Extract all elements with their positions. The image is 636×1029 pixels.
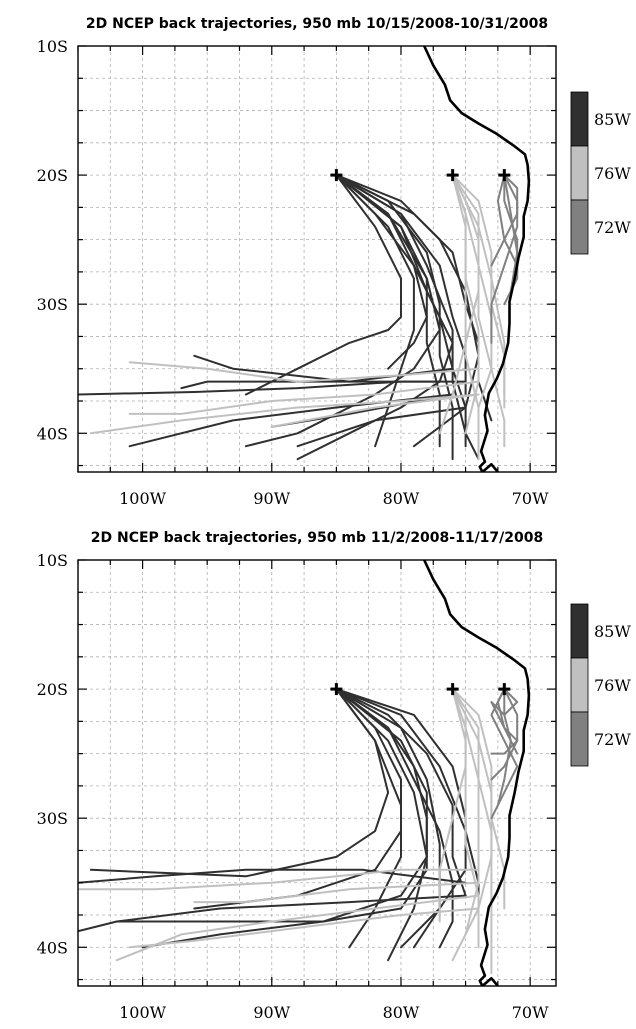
legend-label: 85W: [594, 622, 631, 641]
x-tick-label: 100W: [119, 489, 167, 508]
trajectory-line: [244, 174, 402, 396]
trajectory-line: [451, 174, 506, 409]
trajectory-line: [451, 688, 480, 949]
series-76W: [89, 174, 506, 461]
start-marker: [498, 683, 511, 696]
trajectory-group: [78, 174, 519, 461]
trajectory-line: [244, 174, 441, 448]
x-tick-label: 70W: [512, 489, 549, 508]
start-marker: [330, 169, 343, 182]
trajectory-line: [490, 174, 519, 344]
plot-frame: [77, 559, 557, 987]
y-tick-label: 10S: [37, 551, 68, 570]
x-tick-label: 100W: [119, 1003, 167, 1022]
trajectory-line: [496, 688, 512, 807]
trajectory-group: [78, 688, 519, 975]
trajectory-line: [78, 868, 480, 891]
trajectory-line: [270, 393, 480, 428]
y-tick-label: 10S: [37, 37, 68, 56]
chart-title: 2D NCEP back trajectories, 950 mb 10/15/…: [86, 16, 548, 32]
trajectory-line: [128, 907, 480, 949]
axis-ticks: [77, 559, 556, 986]
trajectory-line: [335, 688, 467, 897]
legend-label: 76W: [594, 676, 631, 695]
coastline: [423, 46, 531, 472]
legend-swatch: [570, 711, 589, 767]
trajectory-line: [451, 174, 480, 461]
trajectory-map-panel: 2D NCEP back trajectories, 950 mb 11/2/2…: [37, 530, 632, 1022]
plot-frame: [77, 45, 557, 473]
y-tick-label: 40S: [37, 938, 68, 957]
legend: 85W 76W 72W: [570, 603, 631, 767]
trajectory-line: [451, 688, 493, 962]
trajectory-line: [451, 688, 480, 936]
trajectory-line: [78, 894, 467, 933]
legend-swatch: [570, 603, 589, 659]
y-tick-label: 20S: [37, 166, 68, 185]
trajectory-line: [490, 688, 519, 755]
start-marker: [446, 169, 459, 182]
trajectory-line: [180, 380, 441, 390]
legend-label: 72W: [594, 218, 631, 237]
x-tick-label: 90W: [253, 1003, 290, 1022]
trajectory-line: [503, 174, 519, 293]
trajectory-line: [335, 688, 428, 962]
x-tick-label: 90W: [253, 489, 290, 508]
trajectory-line: [335, 688, 480, 936]
trajectory-line: [115, 894, 480, 962]
trajectory-line: [490, 688, 519, 755]
trajectory-line: [335, 174, 428, 370]
axis-ticks: [77, 45, 556, 472]
coastline: [423, 560, 531, 986]
legend-swatch: [570, 91, 589, 147]
start-marker: [446, 683, 459, 696]
trajectory-line: [335, 174, 454, 461]
y-tick-label: 30S: [37, 809, 68, 828]
trajectory-line: [335, 688, 441, 949]
x-tick-label: 80W: [383, 489, 420, 508]
legend-swatch: [570, 199, 589, 255]
trajectory-line: [296, 174, 454, 461]
trajectory-line: [193, 881, 480, 904]
trajectory-map-panel: 2D NCEP back trajectories, 950 mb 10/15/…: [37, 16, 632, 508]
x-tick-label: 70W: [512, 1003, 549, 1022]
series-85W: [78, 174, 493, 461]
legend-swatch: [570, 145, 589, 201]
x-tick-label: 80W: [383, 1003, 420, 1022]
gridlines: [77, 45, 556, 472]
trajectory-line: [490, 174, 519, 267]
chart-title: 2D NCEP back trajectories, 950 mb 11/2/2…: [91, 530, 544, 546]
trajectory-line: [128, 380, 480, 415]
y-tick-label: 30S: [37, 295, 68, 314]
start-marker: [498, 169, 511, 182]
legend: 85W 76W 72W: [570, 91, 631, 255]
series-72W: [490, 688, 519, 820]
trajectory-line: [89, 688, 390, 878]
y-tick-label: 40S: [37, 424, 68, 443]
y-tick-label: 20S: [37, 680, 68, 699]
trajectory-line: [128, 361, 480, 383]
legend-label: 72W: [594, 730, 631, 749]
legend-label: 85W: [594, 110, 631, 129]
legend-swatch: [570, 657, 589, 713]
trajectory-line: [89, 393, 480, 435]
trajectory-line: [335, 174, 467, 396]
trajectory-line: [496, 174, 519, 267]
legend-label: 76W: [594, 164, 631, 183]
trajectory-line: [296, 406, 467, 448]
trajectory-line: [78, 868, 467, 884]
start-marker: [330, 683, 343, 696]
trajectory-line: [451, 174, 480, 435]
